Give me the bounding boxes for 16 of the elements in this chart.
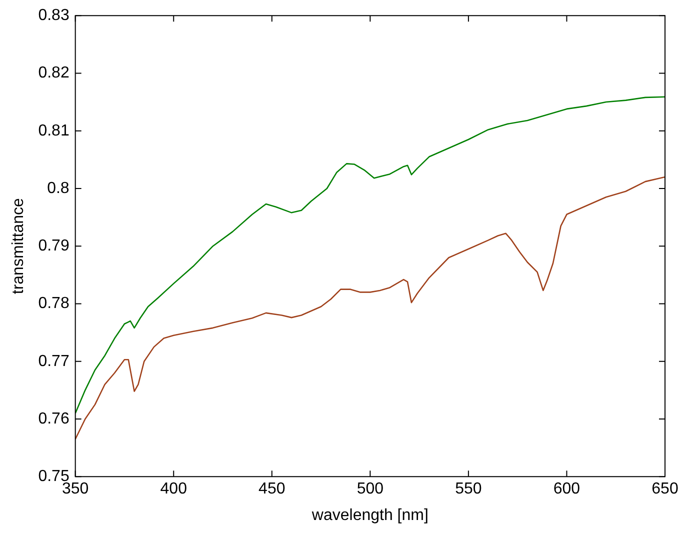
y-tick-label: 0.77 — [38, 352, 70, 370]
x-tick-label: 550 — [455, 480, 482, 498]
y-tick-label: 0.81 — [38, 122, 70, 140]
x-tick-label: 400 — [160, 480, 188, 498]
y-tick-label: 0.79 — [38, 238, 70, 255]
y-axis-title: transmittance — [10, 198, 28, 294]
x-tick-label: 500 — [356, 480, 384, 498]
y-tick-label: 0.76 — [38, 410, 70, 428]
y-tick-label: 0.83 — [38, 7, 70, 24]
x-axis-title: wavelength [nm] — [310, 506, 428, 524]
x-tick-label: 650 — [652, 480, 678, 498]
x-tick-label: 450 — [258, 480, 286, 498]
y-tick-label: 0.82 — [38, 64, 70, 82]
x-tick-label: 600 — [553, 480, 580, 498]
y-tick-label: 0.8 — [47, 180, 70, 197]
y-tick-label: 0.78 — [38, 295, 70, 312]
